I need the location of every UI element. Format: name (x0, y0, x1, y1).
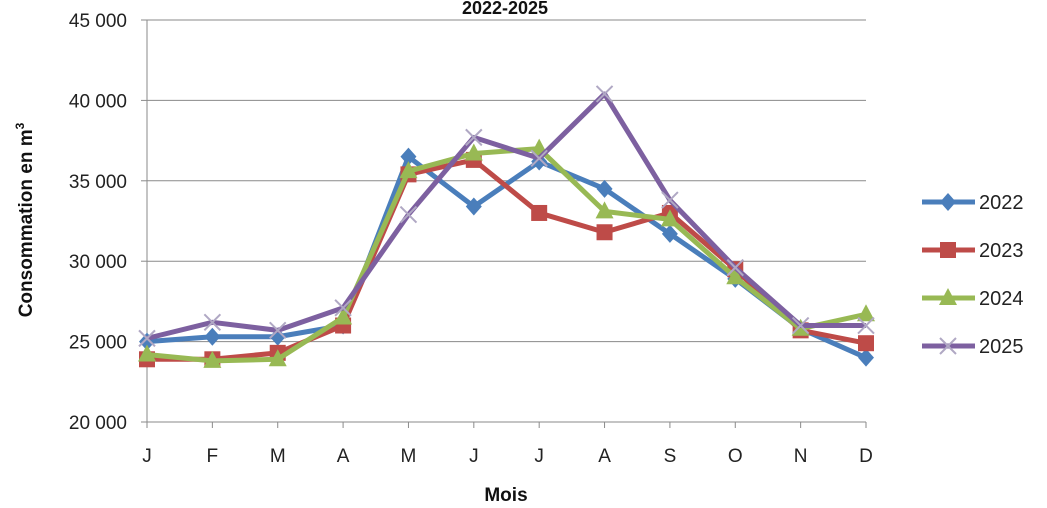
legend-label-2022: 2022 (979, 192, 1024, 214)
data-point-2024-5 (464, 143, 483, 161)
data-point-2022-11 (858, 348, 874, 367)
legend-item-2024: 2024 (922, 288, 1024, 310)
data-point-2025-9 (726, 258, 744, 277)
data-point-2025-11 (857, 316, 875, 335)
data-point-2025-5 (465, 128, 483, 147)
x-tick-label-9: O (728, 446, 743, 467)
data-point-2024-0 (138, 344, 156, 362)
data-point-2022-4 (400, 147, 417, 166)
x-tick-label-7: A (598, 446, 611, 467)
data-point-2022-1 (204, 327, 221, 346)
legend-marker-2023 (940, 242, 956, 258)
y-tick-label-4: 40 000 (69, 91, 127, 112)
data-point-2023-6 (531, 204, 548, 221)
x-tick-label-4: M (401, 446, 417, 467)
series-line-2025 (146, 91, 866, 341)
x-tick-label-3: A (337, 446, 350, 467)
legend-item-2025: 2025 (922, 336, 1024, 358)
x-tick-label-2: M (270, 446, 286, 467)
legend-label-2025: 2025 (979, 336, 1024, 358)
gridlines (141, 19, 867, 428)
y-axis-label-superscript: 3 (13, 122, 27, 129)
data-point-2022-7 (596, 179, 613, 198)
x-tick-label-8: S (664, 446, 677, 467)
y-tick-label-2: 30 000 (69, 252, 127, 273)
data-point-2024-2 (268, 349, 287, 367)
x-tick-label-10: N (794, 446, 808, 467)
series-group (138, 85, 875, 368)
legend-marker-2024 (939, 288, 957, 305)
data-point-2024-8 (660, 209, 679, 227)
data-point-2023-11 (858, 335, 874, 352)
legend: 2022 2023 2024 2025 (922, 192, 1024, 358)
x-tick-label-6: J (534, 446, 544, 467)
y-tick-label-0: 20 000 (69, 413, 127, 434)
x-axis-label: Mois (484, 485, 527, 506)
x-tick-label-11: D (859, 446, 873, 467)
data-point-2025-7 (595, 85, 614, 103)
x-tick-label-1: F (207, 446, 219, 467)
series-line-2024 (146, 146, 867, 364)
data-point-2023-7 (596, 224, 613, 241)
y-axis-label: Consommation en m3 (13, 122, 37, 317)
data-point-2025-2 (269, 321, 287, 340)
data-point-2025-4 (399, 205, 418, 224)
data-point-2024-11 (857, 304, 875, 322)
chart-title: 2022-2025 (462, 0, 548, 18)
y-tick-label-1: 25 000 (69, 333, 127, 354)
legend-label-2024: 2024 (979, 288, 1024, 310)
data-point-2024-1 (203, 350, 222, 368)
series-2025 (138, 85, 875, 348)
legend-marker-2022 (940, 193, 956, 211)
y-tick-label-5: 45 000 (69, 11, 127, 32)
series-2024 (138, 138, 875, 368)
data-point-2025-10 (791, 316, 810, 335)
data-point-2024-9 (726, 267, 745, 285)
data-point-2024-7 (595, 201, 614, 219)
data-point-2025-0 (138, 329, 156, 348)
data-point-2025-1 (203, 313, 222, 332)
data-point-2024-3 (334, 307, 353, 325)
data-point-2025-8 (661, 191, 679, 209)
legend-label-2023: 2023 (979, 240, 1024, 262)
y-axis-label-text: Consommation en m (16, 129, 37, 317)
data-point-2022-5 (465, 197, 482, 216)
data-point-2024-4 (399, 161, 418, 179)
data-point-2025-3 (334, 299, 352, 317)
legend-item-2022: 2022 (922, 192, 1024, 214)
x-tick-label-0: J (142, 446, 152, 467)
x-tick-label-5: J (469, 446, 479, 467)
data-point-2022-8 (661, 224, 678, 243)
y-tick-label-3: 35 000 (69, 172, 127, 193)
legend-marker-2025 (939, 337, 957, 355)
legend-item-2023: 2023 (922, 240, 1024, 262)
y-axis-ticks: 20 000 25 000 30 000 35 000 40 000 45 000 (69, 11, 127, 434)
data-point-2025-6 (530, 149, 548, 167)
